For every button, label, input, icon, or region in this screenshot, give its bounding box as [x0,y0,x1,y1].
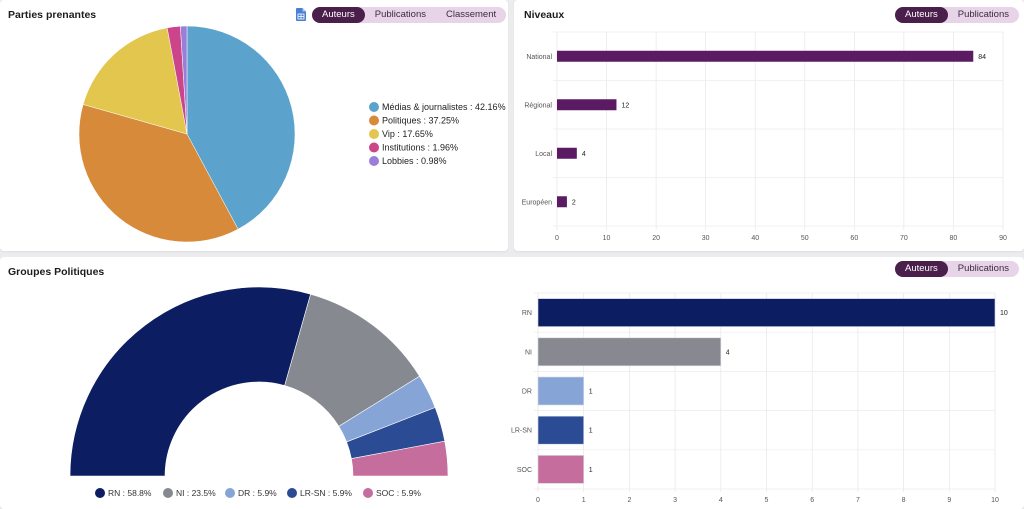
groupes-politiques-card: Groupes Politiques Auteurs Publications … [0,257,1024,509]
tab-auteurs[interactable]: Auteurs [895,7,948,23]
bar-régional[interactable] [557,99,617,111]
x-tick-label: 10 [991,497,999,504]
bar-rn[interactable] [537,298,996,327]
value-label: 1 [589,467,593,474]
legend-label: Politiques : 37.25% [382,116,459,126]
pie-slice-lobbies[interactable] [180,25,188,135]
parties-view-toggle: Auteurs Publications Classement [312,7,507,23]
parties-pie-chart: Médias & journalistes : 42.16% Politiques… [78,25,506,243]
niveaux-card: Niveaux Auteurs Publications 0 10 20 30 40 50… [514,0,1024,251]
x-tick-label: 60 [850,235,858,242]
bar-lr-sn[interactable] [537,415,585,445]
parties-prenantes-title: Parties prenantes [8,9,97,21]
category-label: SOC [517,467,532,474]
bar-local[interactable] [557,147,577,159]
x-tick-label: 9 [947,497,951,504]
category-label: Régional [524,102,552,109]
legend-swatch [225,488,235,498]
legend-label: LR-SN : 5.9% [300,488,352,498]
x-tick-label: 10 [603,235,611,242]
value-label: 2 [572,199,576,206]
x-tick-label: 2 [627,497,631,504]
legend-swatch [363,488,373,498]
bar-national[interactable] [557,50,974,62]
category-label: National [526,54,552,61]
x-tick-label: 5 [765,497,769,504]
value-label: 12 [621,102,629,109]
tab-publications[interactable]: Publications [957,263,1009,274]
donut-slice-rn[interactable] [69,286,311,477]
value-label: 1 [589,389,593,396]
x-tick-label: 0 [555,235,559,242]
legend-swatch [369,129,379,139]
bar-soc[interactable] [537,455,585,484]
pie-slice-m-dias-journalistes[interactable] [186,25,296,230]
groupes-view-toggle: Auteurs Publications [895,261,1019,277]
legend-swatch [369,115,379,126]
category-label: RN [522,310,532,317]
x-tick-label: 3 [673,497,677,504]
niveaux-title: Niveaux [524,9,565,21]
category-label: NI [525,349,532,356]
category-label: DR [522,389,532,396]
legend-swatch [163,488,173,498]
category-label: LR-SN [511,428,532,435]
x-tick-label: 30 [702,235,710,242]
pie-slice-vip[interactable] [82,27,188,135]
x-tick-label: 50 [801,235,809,242]
legend-label: DR : 5.9% [238,488,277,498]
category-label: Européen [522,199,552,206]
groupes-half-donut-chart: RN : 58.8% NI : 23.5% DR : 5.9% LR-SN : 5.9… [69,286,449,498]
legend-label: Institutions : 1.96% [382,143,458,153]
groupes-bar-chart: 0 1 2 3 4 5 6 7 8 9 10 RN 10 NI 4 DR 1 LR-SN 1 SOC 1 [511,292,1008,504]
value-label: 1 [589,428,593,435]
legend-swatch [369,102,379,112]
x-tick-label: 20 [652,235,660,242]
groupes-politiques-title: Groupes Politiques [8,266,105,278]
value-label: 4 [726,349,730,356]
bar-ni[interactable] [537,337,722,367]
tab-classement[interactable]: Classement [445,9,497,20]
bar-dr[interactable] [537,376,585,406]
tab-publications[interactable]: Publications [957,9,1009,20]
pie-slice-politiques[interactable] [78,104,239,243]
value-label: 4 [582,151,586,158]
legend-swatch [369,156,379,166]
spreadsheet-icon[interactable] [296,8,306,21]
parties-prenantes-card: Parties prenantes Auteurs Publications C… [0,0,508,251]
legend-swatch [369,142,379,153]
donut-slice-soc[interactable] [351,440,449,477]
legend-label: Lobbies : 0.98% [382,156,447,166]
category-label: Local [535,151,552,158]
legend-swatch [287,488,297,498]
x-tick-label: 0 [536,497,540,504]
niveaux-view-toggle: Auteurs Publications [895,7,1019,23]
x-tick-label: 4 [719,497,723,504]
value-label: 84 [978,54,986,61]
x-tick-label: 90 [999,235,1007,242]
x-tick-label: 40 [751,235,759,242]
x-tick-label: 80 [950,235,958,242]
x-tick-label: 1 [582,497,586,504]
x-tick-label: 70 [900,235,908,242]
x-tick-label: 8 [902,497,906,504]
legend-swatch [95,488,105,498]
x-tick-label: 7 [856,497,860,504]
value-label: 10 [1000,310,1008,317]
tab-auteurs[interactable]: Auteurs [312,7,365,23]
x-tick-label: 6 [810,497,814,504]
legend-label: Médias & journalistes : 42.16% [382,102,506,112]
legend-label: NI : 23.5% [176,488,216,498]
tab-publications[interactable]: Publications [374,9,426,20]
legend-label: Vip : 17.65% [382,129,433,139]
legend-label: RN : 58.8% [108,488,152,498]
bar-européen[interactable] [557,196,567,208]
legend-label: SOC : 5.9% [376,488,421,498]
niveaux-bar-chart: 0 10 20 30 40 50 60 70 80 90 National 84 Régional 12 L… [522,31,1007,242]
tab-auteurs[interactable]: Auteurs [895,261,948,277]
